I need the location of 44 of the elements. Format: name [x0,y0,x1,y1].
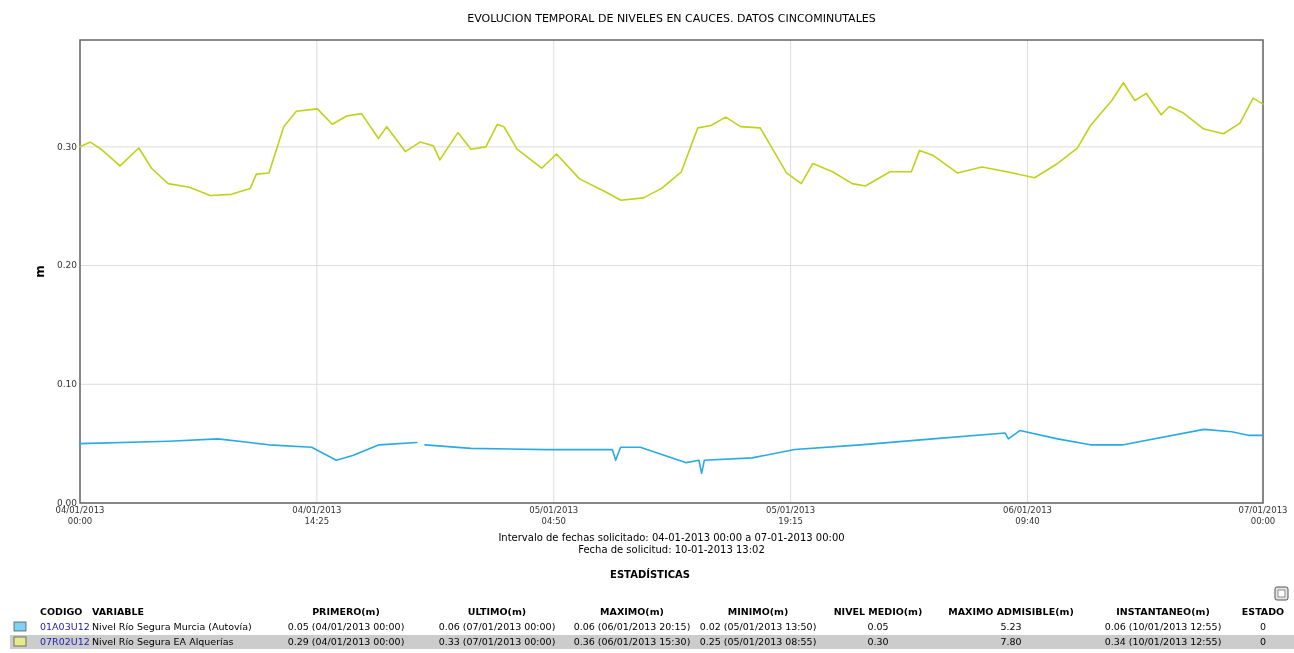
category-label: MINIMO(m) [727,606,789,617]
x-tick-label: 05/01/2013 04:50 [529,505,579,526]
text: 0.06 (10/01/2013 12:55) [1104,621,1222,632]
category-label: MAXIMO ADMISIBLE(m) [948,606,1074,617]
text: 0.06 (06/01/2013 20:15) [573,621,691,632]
category-label: CODIGO [40,606,83,617]
chart-title: EVOLUCION TEMPORAL DE NIVELES EN CAUCES. DATOS CINCOMINUTALES [467,12,876,25]
text: Fecha de solicitud: 10-01-2013 13:02 [578,544,765,555]
text: 0.36 (06/01/2013 15:30) [573,636,691,647]
text: 0.06 (07/01/2013 00:00) [438,621,556,632]
category-label: ULTIMO(m) [467,606,527,617]
text: 07R02U12 [40,636,90,647]
text: 0.05 (04/01/2013 00:00) [287,621,405,632]
y-tick-label: 0.10 [56,379,78,390]
x-tick-label: 05/01/2013 19:15 [766,505,816,526]
text: 0 [1259,636,1267,647]
text: 0.33 (07/01/2013 00:00) [438,636,556,647]
category-label: PRIMERO(m) [312,606,380,617]
text: Nivel Río Segura Murcia (Autovía) [92,621,252,632]
text: Nivel Río Segura EA Alquerías [92,636,234,647]
y-tick-label: 0.30 [56,141,78,152]
line-series [79,81,1264,202]
x-tick-label: 07/01/2013 00:00 [1238,505,1288,526]
text: Intervalo de fechas solicitado: 04-01-2013 00:00 a 07-01-2013 00:00 [498,532,845,543]
text: 0.34 (10/01/2013 12:55) [1104,636,1222,647]
category-label: ESTADO [1241,606,1285,617]
text: ESTADÍSTICAS [610,568,690,580]
x-tick-label: 06/01/2013 09:40 [1003,505,1052,526]
text: 0.30 [867,636,889,647]
text: 0.02 (05/01/2013 13:50) [699,621,817,632]
text: 5.23 [1000,621,1022,632]
text: 01A03U12 [40,621,90,632]
text: 0.25 (05/01/2013 08:55) [699,636,817,647]
category-label: NIVEL MEDIO(m) [833,606,923,617]
y-axis-title: m [33,265,47,278]
text: 7.80 [1000,636,1022,647]
category-label: INSTANTANEO(m) [1116,606,1210,617]
text: 0 [1259,621,1267,632]
x-tick-label: 04/01/2013 14:25 [292,505,342,526]
text: 0.05 [867,621,889,632]
category-label: VARIABLE [92,606,145,617]
text: 0.29 (04/01/2013 00:00) [287,636,405,647]
category-label: MAXIMO(m) [600,606,664,617]
y-tick-label: 0.20 [56,260,78,271]
